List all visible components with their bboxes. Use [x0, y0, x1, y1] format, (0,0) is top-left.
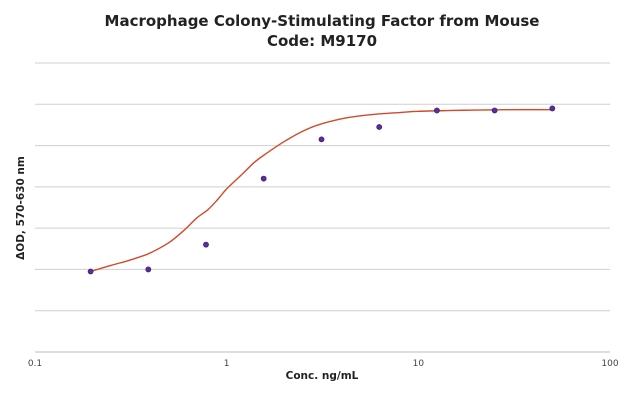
- chart-subtitle: Code: M9170: [267, 32, 377, 50]
- x-axis-label: Conc. ng/mL: [286, 370, 359, 382]
- data-point-3: [260, 175, 267, 182]
- data-points: [87, 105, 556, 275]
- data-point-4: [318, 136, 325, 143]
- data-point-6: [434, 107, 440, 114]
- gridlines: [35, 62, 610, 312]
- y-axis-label: ΔOD, 570-630 nm: [15, 156, 27, 260]
- data-point-0: [87, 268, 94, 275]
- data-point-5: [376, 124, 383, 130]
- fitted-curve-line: [90, 108, 553, 273]
- data-point-7: [491, 107, 498, 114]
- data-point-8: [549, 105, 556, 112]
- x-tick-label-1: 1: [224, 359, 230, 369]
- x-tick-labels: 0.1 1 10 100: [28, 359, 619, 369]
- data-point-1: [145, 266, 152, 273]
- chart-title: Macrophage Colony-Stimulating Factor fro…: [105, 12, 540, 30]
- x-tick-label-3: 100: [601, 359, 618, 369]
- x-tick-label-2: 10: [413, 359, 425, 369]
- data-point-2: [203, 241, 209, 248]
- x-tick-label-0: 0.1: [28, 359, 42, 369]
